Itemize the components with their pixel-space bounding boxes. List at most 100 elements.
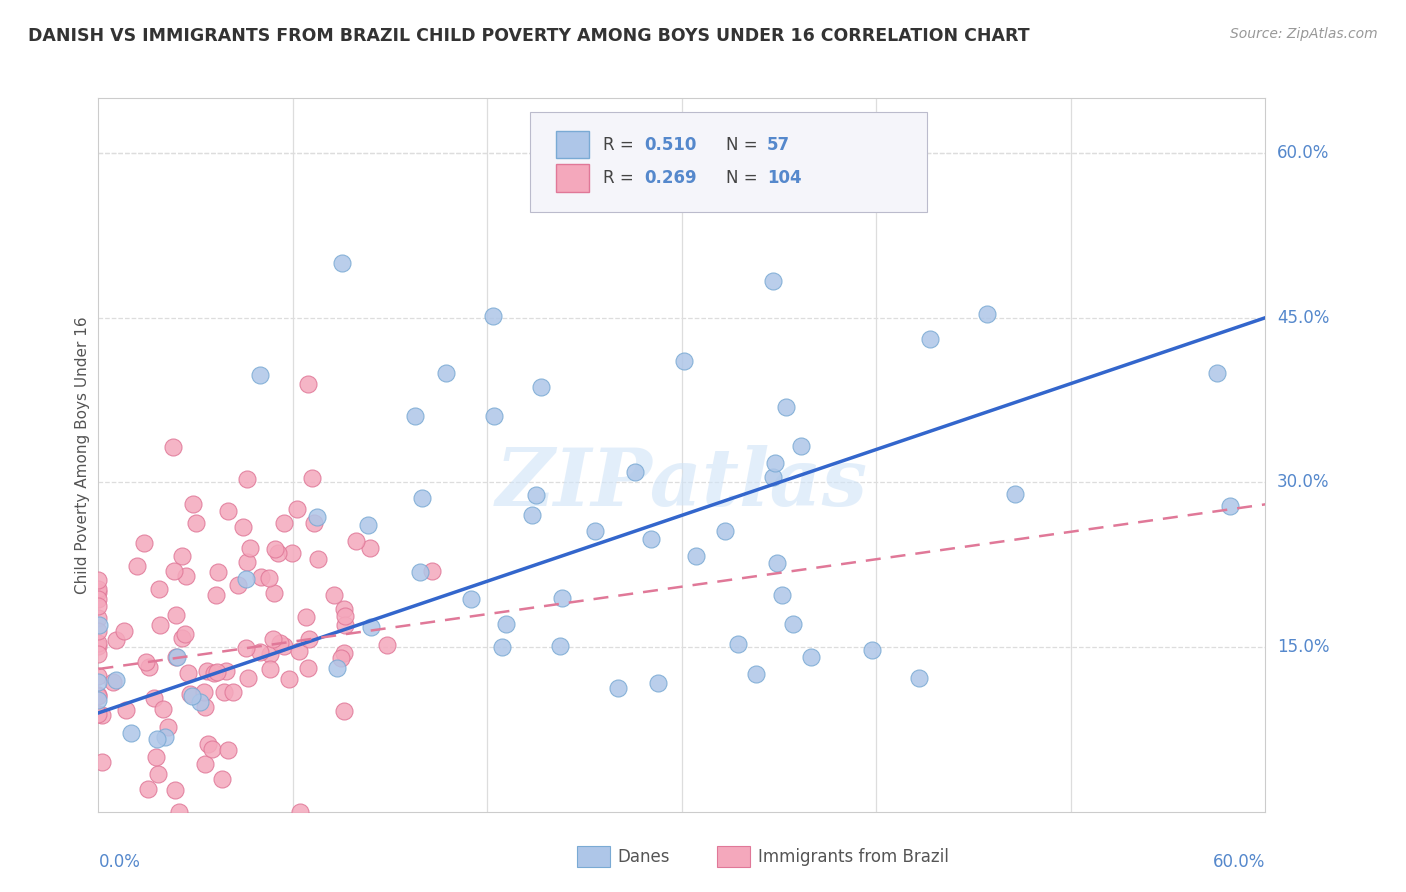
Text: 15.0%: 15.0% <box>1277 638 1330 656</box>
Point <box>87 669 110 683</box>
Point <box>167 805 190 819</box>
Point <box>211 772 233 787</box>
Point <box>1205 366 1227 380</box>
Point <box>1004 487 1026 501</box>
Point <box>763 456 786 470</box>
Point <box>333 704 356 718</box>
Point <box>165 650 187 665</box>
Point <box>87 573 110 587</box>
Point <box>87 599 110 614</box>
Point <box>146 766 169 780</box>
Point <box>360 619 382 633</box>
Point <box>333 601 356 615</box>
Point <box>297 377 319 392</box>
Point <box>920 332 942 346</box>
Point <box>550 591 572 605</box>
Point <box>226 578 249 592</box>
Point <box>249 569 271 583</box>
Point <box>1219 499 1241 513</box>
Point <box>142 690 165 705</box>
Point <box>727 637 749 651</box>
Point <box>194 757 217 772</box>
Point <box>205 665 228 680</box>
Point <box>491 640 513 655</box>
Text: 0.269: 0.269 <box>644 169 697 187</box>
Point <box>174 627 197 641</box>
Point <box>125 558 148 573</box>
Point <box>238 671 260 685</box>
Point <box>152 702 174 716</box>
Point <box>156 720 179 734</box>
Point <box>235 641 257 656</box>
Point <box>263 586 285 600</box>
Point <box>207 565 229 579</box>
Text: N =: N = <box>727 169 763 187</box>
Text: R =: R = <box>603 136 638 153</box>
Text: Source: ZipAtlas.com: Source: ZipAtlas.com <box>1230 27 1378 41</box>
Point <box>87 674 110 689</box>
Point <box>153 730 176 744</box>
Point <box>104 632 127 647</box>
Point <box>183 497 205 511</box>
Point <box>307 552 329 566</box>
Point <box>205 588 228 602</box>
Point <box>436 366 458 380</box>
Point <box>148 582 170 596</box>
Point <box>762 470 785 484</box>
Point <box>235 572 257 586</box>
Point <box>583 524 606 539</box>
Point <box>301 471 323 485</box>
FancyBboxPatch shape <box>576 846 610 867</box>
Point <box>482 309 505 323</box>
Point <box>745 667 768 681</box>
Point <box>860 642 883 657</box>
Point <box>163 564 186 578</box>
Point <box>976 307 998 321</box>
Point <box>790 439 813 453</box>
Point <box>201 742 224 756</box>
Point <box>249 645 271 659</box>
Point <box>176 569 198 583</box>
Point <box>330 256 353 270</box>
Point <box>145 750 167 764</box>
Point <box>420 564 443 578</box>
Point <box>197 737 219 751</box>
Point <box>357 517 380 532</box>
Point <box>181 690 204 704</box>
Point <box>202 665 225 680</box>
Point <box>91 707 114 722</box>
Point <box>524 488 547 502</box>
Point <box>235 472 257 486</box>
Point <box>249 368 271 383</box>
Text: 60.0%: 60.0% <box>1277 144 1330 162</box>
Point <box>87 689 110 703</box>
Point <box>170 549 193 563</box>
FancyBboxPatch shape <box>555 164 589 192</box>
Point <box>411 491 433 505</box>
Point <box>285 502 308 516</box>
Point <box>87 688 110 702</box>
Point <box>495 616 517 631</box>
Point <box>215 664 238 678</box>
Point <box>333 617 356 632</box>
Point <box>333 646 356 660</box>
Point <box>264 542 287 557</box>
Point <box>647 676 669 690</box>
Text: Danes: Danes <box>617 847 671 865</box>
Point <box>138 660 160 674</box>
Point <box>606 681 628 695</box>
FancyBboxPatch shape <box>555 131 589 158</box>
Point <box>257 571 280 585</box>
Point <box>162 440 184 454</box>
Point <box>685 549 707 564</box>
Point <box>87 647 110 661</box>
Point <box>288 644 311 658</box>
Point <box>713 524 735 539</box>
Point <box>232 519 254 533</box>
Point <box>550 639 572 653</box>
Text: N =: N = <box>727 136 763 153</box>
Point <box>235 556 257 570</box>
Point <box>87 582 110 596</box>
Text: DANISH VS IMMIGRANTS FROM BRAZIL CHILD POVERTY AMONG BOYS UNDER 16 CORRELATION C: DANISH VS IMMIGRANTS FROM BRAZIL CHILD P… <box>28 27 1029 45</box>
Text: 45.0%: 45.0% <box>1277 309 1330 326</box>
